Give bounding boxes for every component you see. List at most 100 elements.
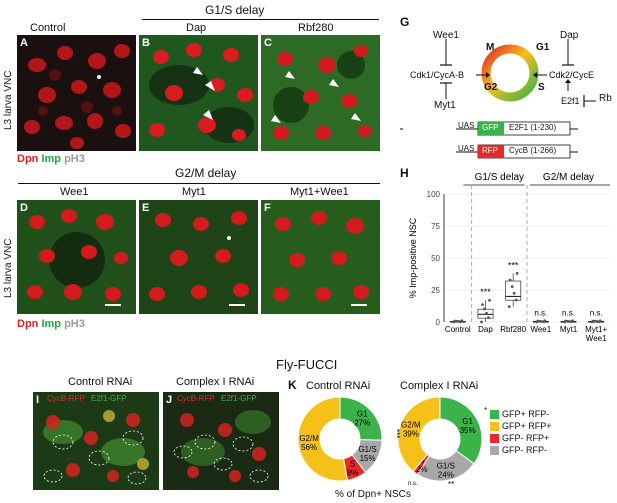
panel-i-image: I CycB-RFP E2f1-GFP: [33, 392, 159, 490]
data-point: [488, 298, 491, 302]
x-category-label: Rbf280: [500, 325, 526, 334]
g2m-header-line: [18, 183, 380, 184]
diagram-myt1: Myt1: [434, 100, 456, 111]
data-point: [514, 298, 518, 302]
control-slice-pct: 56%: [301, 443, 317, 452]
panel-i-cells: [33, 392, 159, 490]
panel-i-e2f: E2f1-GFP: [91, 394, 127, 403]
control-slice-label: S: [350, 459, 355, 468]
significance-label: n.s.: [534, 309, 547, 318]
panel-j-cycb: CycB-RFP: [177, 394, 215, 403]
fucci-control-label: Control RNAi: [68, 376, 133, 388]
row1-side-label: L3 larva VNC: [3, 70, 14, 130]
data-point: [508, 278, 512, 282]
g1s-header: G1/S delay: [205, 3, 264, 17]
row1-title-rbf: Rbf280: [298, 22, 334, 34]
complex-slice-label: G1: [462, 417, 473, 426]
diagram-wee1: Wee1: [433, 30, 459, 41]
group-header-g2m: G2/M delay: [543, 172, 594, 183]
fucci-complex-label: Complex I RNAi: [176, 376, 255, 388]
panel-j-letter: J: [166, 394, 173, 406]
imp-box-chart: G1/S delay G2/M delay 0 25 50 75 100 % Imp-posi…: [408, 172, 610, 343]
x-category-label: Myt1+: [585, 325, 607, 334]
star-g2m: ***: [392, 429, 401, 438]
panel-g-letter: G: [400, 15, 410, 29]
data-point: [598, 319, 602, 323]
data-point: [453, 319, 457, 323]
legend-swatch-2: [490, 422, 499, 432]
control-slice-pct: 27%: [354, 418, 370, 427]
x-category-label: Wee1: [530, 325, 551, 334]
construct-uas1: UAS: [458, 121, 475, 130]
data-point: [591, 319, 595, 323]
legend-row-4: GFP- RFP-: [490, 444, 552, 456]
data-point: [481, 303, 484, 306]
panel-a-image: A: [17, 35, 136, 151]
diagram-e2f1: E2f1: [561, 96, 580, 106]
construct-cycb: CycB (1-266): [509, 146, 557, 155]
complex-slice-G2M: [397, 396, 441, 473]
data-point: [564, 319, 567, 323]
complex-slice-label: G1/S: [437, 461, 455, 470]
diagram-cdk1: Cdk1/CycA-B: [410, 70, 465, 80]
donut-caption: % of Dpn+ NSCs: [335, 489, 411, 500]
legend-text-3: GFP- RFP+: [502, 433, 550, 443]
panel-b-image: B: [139, 35, 258, 151]
data-point: [571, 319, 574, 323]
data-point: [487, 316, 490, 320]
y-tick-label: 0: [436, 318, 441, 327]
significance-label: n.s.: [562, 309, 575, 318]
data-point: [507, 305, 511, 309]
panel-a-letter: A: [20, 37, 28, 49]
panel-a-cells: [17, 35, 136, 151]
star-g1s: **: [448, 480, 454, 488]
data-point: [480, 320, 483, 324]
panel-f-letter: F: [264, 202, 271, 214]
panel-i-cycb: CycB-RFP: [47, 394, 85, 403]
control-slice-label: G1/S: [358, 445, 376, 454]
panel-h-letter: H: [400, 166, 409, 180]
stain-ph3-2: pH3: [64, 318, 85, 330]
stain-dpn: Dpn: [17, 153, 39, 165]
panel-b-letter: B: [142, 37, 150, 49]
row2-title-myt1: Myt1: [182, 186, 206, 198]
legend-swatch-1: [490, 410, 499, 420]
panel-c-image: C: [261, 35, 380, 151]
x-category-label: Wee1: [586, 334, 607, 343]
panel-e-letter: E: [142, 202, 150, 214]
legend-text-1: GFP+ RFP-: [502, 409, 550, 419]
complex-slice-pct: 24%: [438, 470, 454, 479]
row2-side-label: L3 larva VNC: [3, 238, 14, 298]
data-point: [460, 319, 464, 323]
legend-row-2: GFP+ RFP+: [490, 420, 552, 432]
panel-i-letter: I: [36, 394, 40, 406]
donut-control-title: Control RNAi: [306, 380, 371, 392]
panel-j-e2f: E2f1-GFP: [221, 394, 257, 403]
data-point: [485, 311, 488, 315]
significance-label: n.s.: [590, 309, 603, 318]
panel-d-image: D: [17, 200, 136, 314]
star-s: n.s.: [408, 481, 418, 487]
donut-complex-title: Complex I RNAi: [400, 380, 479, 392]
row2-stain-legend: Dpn Imp pH3: [17, 318, 85, 330]
box-body: [505, 280, 522, 301]
g1s-header-text: G1/S delay: [205, 3, 265, 17]
legend-swatch-4: [490, 446, 499, 456]
star-g1: *: [484, 406, 487, 415]
complex-slice-label: G2/M: [401, 420, 421, 429]
construct-uas2: UAS: [458, 144, 475, 153]
row2-title-both: Myt1+Wee1: [290, 186, 349, 198]
x-category-label: Control: [445, 325, 471, 334]
fucci-donuts: G127%G1/S15%S8%G2/M56%G135%G1/S24%S2%G2/…: [297, 396, 487, 488]
x-category-label: Dap: [478, 325, 493, 334]
construct-gfp: GFP: [482, 123, 499, 132]
diagram-dap: Dap: [560, 30, 579, 41]
significance-label: ***: [480, 287, 491, 297]
diagram-cdk2: Cdk2/CycE: [549, 70, 595, 80]
phase-g2: G2: [484, 82, 498, 93]
stain-imp-2: Imp: [41, 318, 62, 330]
phase-g1: G1: [536, 42, 550, 53]
stain-imp: Imp: [41, 153, 62, 165]
cell-cycle-diagram: [400, 39, 596, 159]
fucci-legend: GFP+ RFP- GFP+ RFP+ GFP- RFP+ GFP- RFP-: [490, 408, 552, 456]
